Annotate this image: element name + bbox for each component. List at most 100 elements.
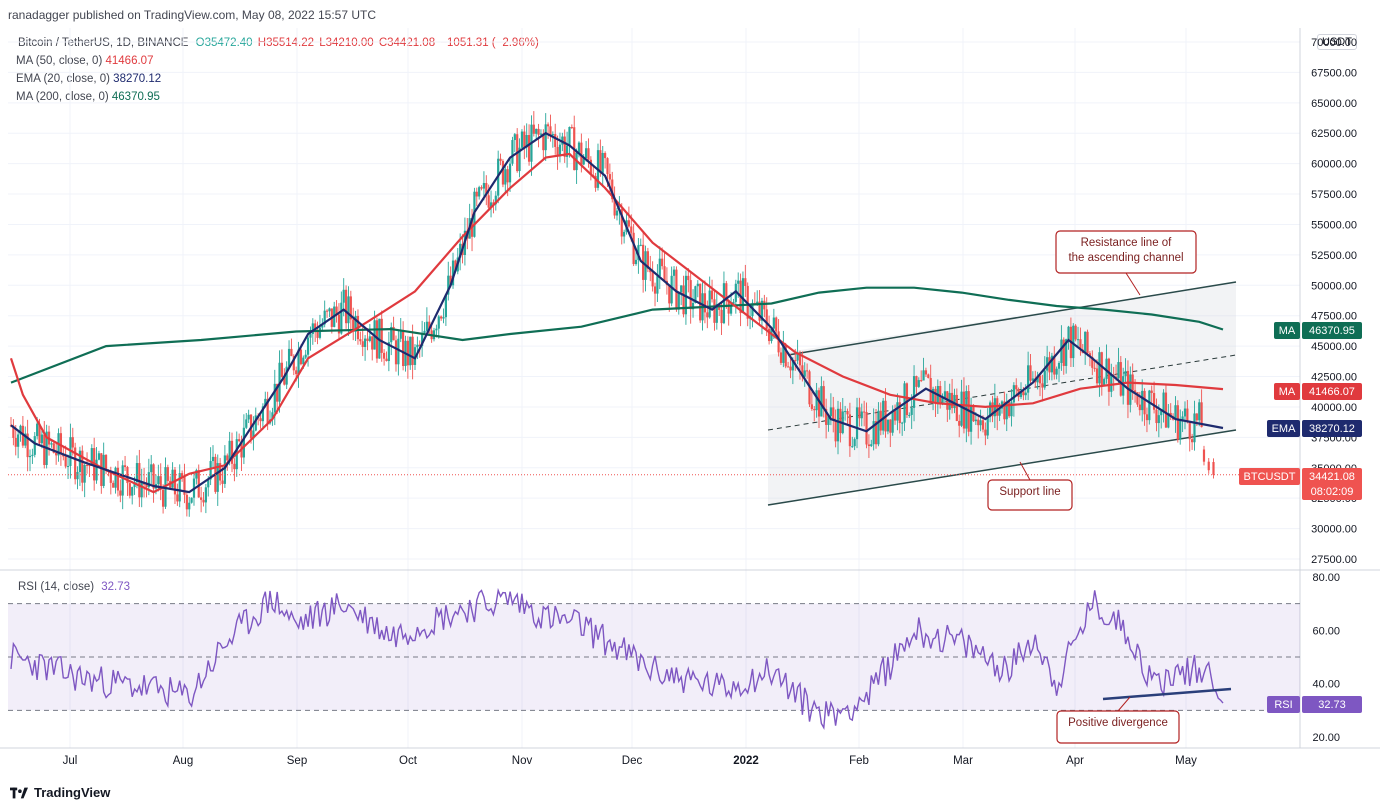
candle-body	[535, 128, 538, 134]
divergence-callout-text: Positive divergence	[1068, 717, 1168, 729]
ma200-legend[interactable]: MA (200, close, 0) 46370.95	[16, 88, 539, 106]
candle-body	[378, 318, 381, 359]
candle-body	[677, 292, 680, 310]
candle-body	[646, 251, 649, 269]
price-tick-label: 62500.00	[1311, 128, 1357, 140]
candle-body	[88, 465, 91, 467]
candle-body	[207, 479, 210, 488]
candle-body	[806, 370, 809, 372]
price-badge-value: 34421.08	[1309, 471, 1355, 483]
candle-body	[532, 124, 535, 134]
candle-body	[851, 446, 854, 448]
candle-body	[316, 330, 319, 338]
ma200-badge-tag-text: MA	[1279, 325, 1296, 337]
candle-body	[17, 434, 20, 447]
rsi-legend[interactable]: RSI (14, close) 32.73	[18, 581, 130, 593]
candle-body	[829, 407, 832, 417]
candle-body	[599, 150, 602, 173]
candle-body	[1169, 412, 1172, 417]
candle-body	[254, 415, 257, 431]
candle-body	[211, 456, 215, 462]
candle-body	[264, 398, 267, 407]
candle-body	[280, 362, 284, 378]
candle-body	[763, 300, 766, 310]
currency-selector[interactable]: USDT	[1317, 34, 1357, 50]
support-callout: Support line	[987, 461, 1073, 511]
candle-body	[485, 183, 488, 196]
candle-body	[725, 283, 728, 301]
candle-body	[796, 353, 799, 361]
candle-body	[642, 244, 645, 280]
candle-body	[228, 440, 231, 461]
candle-body	[1019, 390, 1023, 398]
candle-body	[418, 344, 421, 346]
candle-body	[487, 195, 490, 208]
candle-body	[606, 158, 609, 175]
candle-body	[425, 321, 428, 331]
top-bar: ranadagger published on TradingView.com,…	[0, 0, 1380, 28]
candle-body	[950, 392, 954, 409]
candle-body	[722, 283, 726, 324]
candle-body	[245, 419, 248, 428]
price-badge-tag-text: BTCUSDT	[1244, 471, 1296, 483]
candle-body	[154, 484, 158, 489]
candle-body	[97, 453, 101, 460]
high-value: H35514.22	[257, 37, 315, 49]
candle-body	[1183, 408, 1187, 417]
axis-badges: MA 46370.95 MA 41466.07 EMA 38270.12 BTCUSDT 34…	[1239, 322, 1362, 713]
resistance-callout-text: the ascending channel	[1068, 252, 1183, 264]
candle-body	[226, 455, 229, 461]
candle-body	[340, 302, 343, 334]
grid	[0, 28, 1380, 749]
candle-body	[1179, 420, 1182, 440]
candle-body	[699, 283, 702, 321]
candle-body	[26, 433, 29, 458]
candle-body	[1041, 383, 1044, 388]
candle-body	[1167, 412, 1170, 428]
candle-body	[442, 317, 445, 319]
candle-body	[1046, 357, 1049, 371]
ema20-legend[interactable]: EMA (20, close, 0) 38270.12	[16, 70, 539, 88]
candle-body	[663, 266, 666, 281]
candle-body	[52, 443, 55, 453]
candle-body	[570, 127, 573, 129]
publisher-line: ranadagger published on TradingView.com,…	[8, 8, 377, 22]
candle-body	[368, 336, 371, 341]
candle-body	[905, 383, 909, 416]
candle-body	[1053, 355, 1056, 375]
candle-body	[920, 380, 923, 382]
ma200-badge: MA 46370.95	[1274, 322, 1362, 339]
symbol-name[interactable]: Bitcoin / TetherUS, 1D, BINANCE	[18, 37, 189, 49]
candle-body	[931, 388, 935, 403]
candle-body	[114, 467, 117, 488]
candle-body	[240, 441, 243, 458]
footer-brand[interactable]: TradingView	[34, 785, 111, 800]
candle-body	[221, 480, 224, 484]
candle-body	[943, 391, 947, 398]
candle-body	[661, 258, 664, 267]
candle-body	[715, 303, 718, 323]
candle-body	[499, 158, 502, 161]
candle-body	[285, 366, 288, 385]
change-value: −1051.31 (−2.96%)	[440, 37, 539, 49]
candle-body	[844, 411, 847, 413]
chart-legend: Bitcoin / TetherUS, 1D, BINANCE O35472.4…	[16, 34, 539, 106]
candle-body	[494, 195, 497, 205]
candle-body	[1081, 349, 1084, 354]
candle-body	[354, 315, 357, 332]
candle-body	[259, 418, 262, 422]
candle-body	[131, 487, 134, 496]
candle-body	[575, 152, 578, 171]
annotations: Resistance line of the ascending channel S…	[987, 230, 1197, 744]
candle-body	[922, 370, 925, 381]
candle-body	[1200, 402, 1203, 428]
candle-body	[1057, 362, 1061, 369]
candle-body	[1129, 374, 1132, 405]
candle-body	[159, 476, 162, 490]
candle-body	[1074, 325, 1077, 340]
time-tick-label: Aug	[173, 755, 193, 767]
candle-body	[145, 484, 148, 488]
candle-body	[558, 144, 562, 157]
ma50-legend[interactable]: MA (50, close, 0) 41466.07	[16, 52, 539, 70]
